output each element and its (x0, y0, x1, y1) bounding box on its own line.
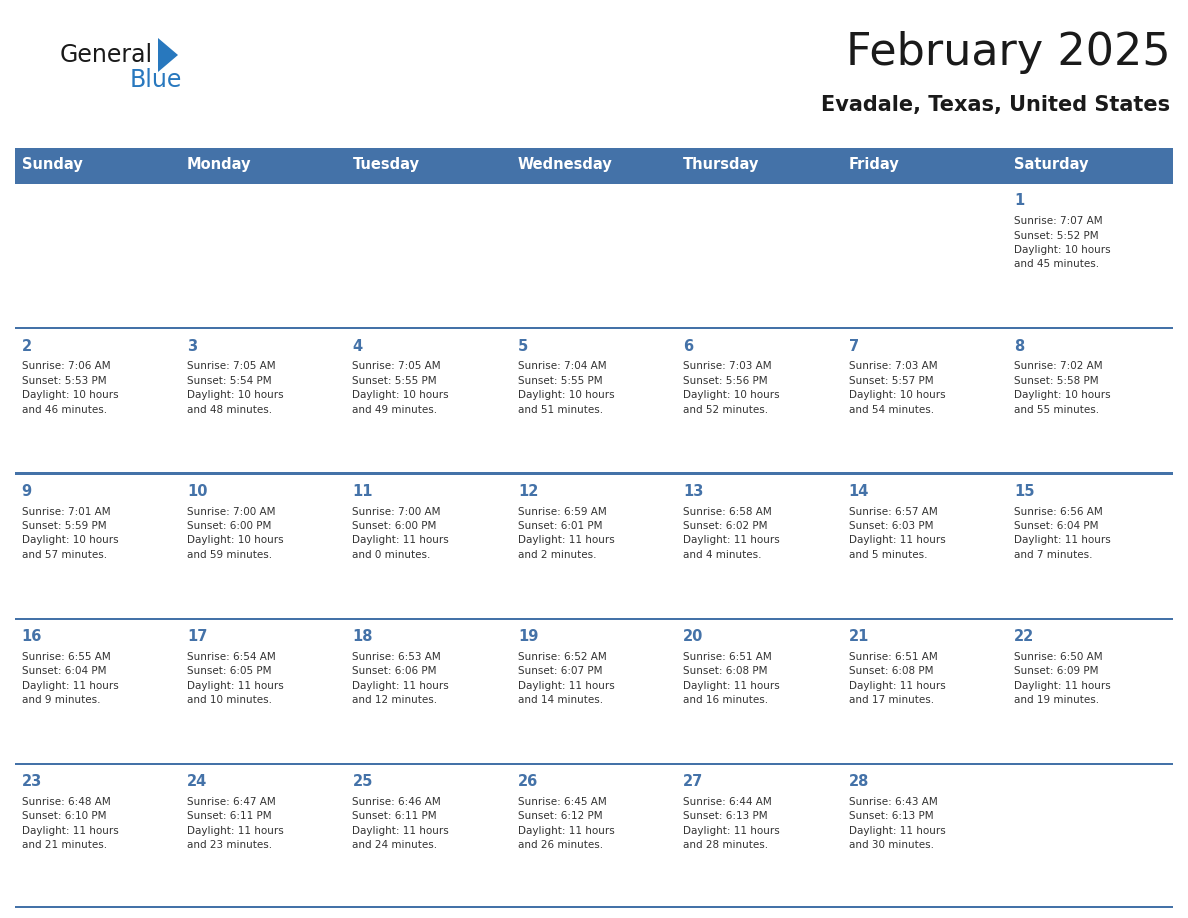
Text: Sunrise: 6:57 AM
Sunset: 6:03 PM
Daylight: 11 hours
and 5 minutes.: Sunrise: 6:57 AM Sunset: 6:03 PM Dayligh… (848, 507, 946, 560)
Bar (15, 473, 1173, 475)
Text: Sunrise: 6:58 AM
Sunset: 6:02 PM
Daylight: 11 hours
and 4 minutes.: Sunrise: 6:58 AM Sunset: 6:02 PM Dayligh… (683, 507, 781, 560)
Text: Sunrise: 7:03 AM
Sunset: 5:56 PM
Daylight: 10 hours
and 52 minutes.: Sunrise: 7:03 AM Sunset: 5:56 PM Dayligh… (683, 362, 781, 415)
Bar (677, 148, 842, 182)
Bar (15, 475, 1173, 618)
Text: Sunrise: 7:05 AM
Sunset: 5:55 PM
Daylight: 10 hours
and 49 minutes.: Sunrise: 7:05 AM Sunset: 5:55 PM Dayligh… (353, 362, 449, 415)
Text: 10: 10 (187, 484, 208, 498)
Bar (15, 182, 1173, 185)
Text: 22: 22 (1015, 629, 1035, 644)
Text: Sunrise: 6:46 AM
Sunset: 6:11 PM
Daylight: 11 hours
and 24 minutes.: Sunrise: 6:46 AM Sunset: 6:11 PM Dayligh… (353, 797, 449, 850)
Text: Sunrise: 7:00 AM
Sunset: 6:00 PM
Daylight: 10 hours
and 59 minutes.: Sunrise: 7:00 AM Sunset: 6:00 PM Dayligh… (187, 507, 284, 560)
Text: Sunrise: 6:51 AM
Sunset: 6:08 PM
Daylight: 11 hours
and 17 minutes.: Sunrise: 6:51 AM Sunset: 6:08 PM Dayligh… (848, 652, 946, 705)
Text: 16: 16 (21, 629, 42, 644)
Text: Sunrise: 7:07 AM
Sunset: 5:52 PM
Daylight: 10 hours
and 45 minutes.: Sunrise: 7:07 AM Sunset: 5:52 PM Dayligh… (1015, 217, 1111, 269)
Bar (15, 620, 1173, 763)
Text: 20: 20 (683, 629, 703, 644)
Text: Wednesday: Wednesday (518, 158, 613, 173)
Text: Sunrise: 6:56 AM
Sunset: 6:04 PM
Daylight: 11 hours
and 7 minutes.: Sunrise: 6:56 AM Sunset: 6:04 PM Dayligh… (1015, 507, 1111, 560)
Text: Sunrise: 6:54 AM
Sunset: 6:05 PM
Daylight: 11 hours
and 10 minutes.: Sunrise: 6:54 AM Sunset: 6:05 PM Dayligh… (187, 652, 284, 705)
Text: 5: 5 (518, 339, 529, 353)
Bar (15, 330, 1173, 473)
Text: Sunrise: 6:43 AM
Sunset: 6:13 PM
Daylight: 11 hours
and 30 minutes.: Sunrise: 6:43 AM Sunset: 6:13 PM Dayligh… (848, 797, 946, 850)
Text: Blue: Blue (129, 68, 183, 92)
Text: Sunrise: 6:44 AM
Sunset: 6:13 PM
Daylight: 11 hours
and 28 minutes.: Sunrise: 6:44 AM Sunset: 6:13 PM Dayligh… (683, 797, 781, 850)
Text: Sunrise: 6:52 AM
Sunset: 6:07 PM
Daylight: 11 hours
and 14 minutes.: Sunrise: 6:52 AM Sunset: 6:07 PM Dayligh… (518, 652, 614, 705)
Bar (1007, 148, 1173, 182)
Text: Thursday: Thursday (683, 158, 759, 173)
Text: 9: 9 (21, 484, 32, 498)
Bar (15, 327, 1173, 330)
Text: 23: 23 (21, 774, 42, 789)
Text: General: General (61, 43, 153, 67)
Bar (15, 185, 1173, 327)
Text: Sunrise: 6:51 AM
Sunset: 6:08 PM
Daylight: 11 hours
and 16 minutes.: Sunrise: 6:51 AM Sunset: 6:08 PM Dayligh… (683, 652, 781, 705)
Bar (511, 148, 677, 182)
Text: 26: 26 (518, 774, 538, 789)
Text: Sunrise: 7:06 AM
Sunset: 5:53 PM
Daylight: 10 hours
and 46 minutes.: Sunrise: 7:06 AM Sunset: 5:53 PM Dayligh… (21, 362, 119, 415)
Text: 8: 8 (1015, 339, 1024, 353)
Text: 17: 17 (187, 629, 208, 644)
Bar (15, 148, 181, 182)
Bar (181, 148, 346, 182)
Text: 15: 15 (1015, 484, 1035, 498)
Text: Monday: Monday (187, 158, 252, 173)
Text: Sunrise: 6:45 AM
Sunset: 6:12 PM
Daylight: 11 hours
and 26 minutes.: Sunrise: 6:45 AM Sunset: 6:12 PM Dayligh… (518, 797, 614, 850)
Text: Sunrise: 6:50 AM
Sunset: 6:09 PM
Daylight: 11 hours
and 19 minutes.: Sunrise: 6:50 AM Sunset: 6:09 PM Dayligh… (1015, 652, 1111, 705)
Text: Sunrise: 6:53 AM
Sunset: 6:06 PM
Daylight: 11 hours
and 12 minutes.: Sunrise: 6:53 AM Sunset: 6:06 PM Dayligh… (353, 652, 449, 705)
Text: 13: 13 (683, 484, 703, 498)
Text: Sunday: Sunday (21, 158, 82, 173)
Text: 18: 18 (353, 629, 373, 644)
Text: 14: 14 (848, 484, 870, 498)
Text: 21: 21 (848, 629, 870, 644)
Bar (15, 618, 1173, 620)
Text: 4: 4 (353, 339, 362, 353)
Text: 2: 2 (21, 339, 32, 353)
Text: 19: 19 (518, 629, 538, 644)
Text: Sunrise: 7:05 AM
Sunset: 5:54 PM
Daylight: 10 hours
and 48 minutes.: Sunrise: 7:05 AM Sunset: 5:54 PM Dayligh… (187, 362, 284, 415)
Text: 3: 3 (187, 339, 197, 353)
Text: Sunrise: 6:59 AM
Sunset: 6:01 PM
Daylight: 11 hours
and 2 minutes.: Sunrise: 6:59 AM Sunset: 6:01 PM Dayligh… (518, 507, 614, 560)
Text: Friday: Friday (848, 158, 899, 173)
Bar (15, 906, 1173, 908)
Text: Sunrise: 6:48 AM
Sunset: 6:10 PM
Daylight: 11 hours
and 21 minutes.: Sunrise: 6:48 AM Sunset: 6:10 PM Dayligh… (21, 797, 119, 850)
Text: 27: 27 (683, 774, 703, 789)
Bar (15, 765, 1173, 908)
Text: Saturday: Saturday (1015, 158, 1088, 173)
Text: Sunrise: 7:01 AM
Sunset: 5:59 PM
Daylight: 10 hours
and 57 minutes.: Sunrise: 7:01 AM Sunset: 5:59 PM Dayligh… (21, 507, 119, 560)
Bar (15, 763, 1173, 765)
Text: 1: 1 (1015, 194, 1024, 208)
Text: 24: 24 (187, 774, 207, 789)
Text: February 2025: February 2025 (846, 30, 1170, 73)
Bar (842, 148, 1007, 182)
Text: Sunrise: 6:47 AM
Sunset: 6:11 PM
Daylight: 11 hours
and 23 minutes.: Sunrise: 6:47 AM Sunset: 6:11 PM Dayligh… (187, 797, 284, 850)
Text: Evadale, Texas, United States: Evadale, Texas, United States (821, 95, 1170, 115)
Text: Sunrise: 7:04 AM
Sunset: 5:55 PM
Daylight: 10 hours
and 51 minutes.: Sunrise: 7:04 AM Sunset: 5:55 PM Dayligh… (518, 362, 614, 415)
Bar (346, 148, 511, 182)
Text: 12: 12 (518, 484, 538, 498)
Text: Sunrise: 7:02 AM
Sunset: 5:58 PM
Daylight: 10 hours
and 55 minutes.: Sunrise: 7:02 AM Sunset: 5:58 PM Dayligh… (1015, 362, 1111, 415)
Text: 25: 25 (353, 774, 373, 789)
Text: 28: 28 (848, 774, 870, 789)
Text: Sunrise: 7:00 AM
Sunset: 6:00 PM
Daylight: 11 hours
and 0 minutes.: Sunrise: 7:00 AM Sunset: 6:00 PM Dayligh… (353, 507, 449, 560)
Text: Sunrise: 7:03 AM
Sunset: 5:57 PM
Daylight: 10 hours
and 54 minutes.: Sunrise: 7:03 AM Sunset: 5:57 PM Dayligh… (848, 362, 946, 415)
Text: 6: 6 (683, 339, 694, 353)
Text: Sunrise: 6:55 AM
Sunset: 6:04 PM
Daylight: 11 hours
and 9 minutes.: Sunrise: 6:55 AM Sunset: 6:04 PM Dayligh… (21, 652, 119, 705)
Text: 11: 11 (353, 484, 373, 498)
Text: 7: 7 (848, 339, 859, 353)
Text: Tuesday: Tuesday (353, 158, 419, 173)
